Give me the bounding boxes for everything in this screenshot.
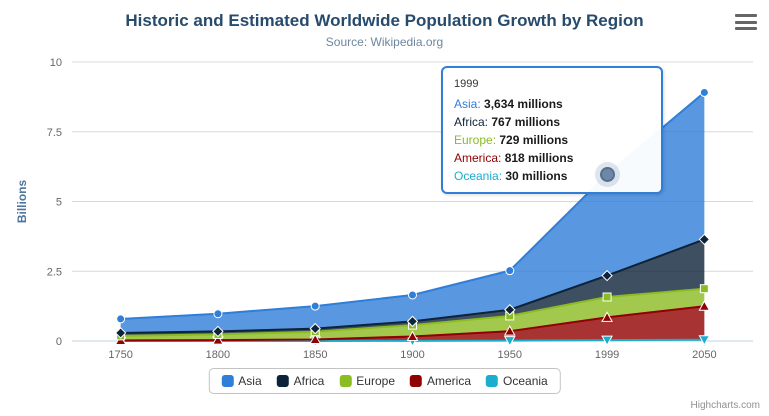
x-axis-tick-label: 1750 — [108, 349, 132, 361]
legend-label: America — [427, 374, 472, 388]
legend-label: Oceania — [503, 374, 548, 388]
legend-symbol-asia — [221, 375, 234, 387]
tooltip-row: Africa: 767 millions — [454, 113, 650, 131]
legend-label: Asia — [238, 374, 262, 388]
y-axis-tick-label: 5 — [56, 197, 62, 209]
tooltip-series-value: 30 millions — [505, 169, 568, 183]
tooltip-header: 1999 — [454, 78, 479, 90]
tooltip-row: Europe: 729 millions — [454, 131, 650, 149]
marker-asia[interactable] — [213, 309, 223, 319]
marker-europe[interactable] — [602, 292, 612, 302]
x-axis-tick-label: 1800 — [206, 349, 230, 361]
marker-africa[interactable] — [309, 322, 321, 335]
marker-america[interactable] — [698, 300, 711, 311]
tooltip-series-value: 729 millions — [499, 133, 569, 147]
y-axis-tick-label: 10 — [50, 57, 62, 69]
legend-label: Africa — [293, 374, 325, 388]
legend-symbol-america — [410, 375, 423, 387]
tooltip-series-name: Oceania: — [454, 169, 503, 183]
tooltip-series-value: 818 millions — [504, 151, 574, 165]
legend-symbol-oceania — [486, 375, 499, 387]
chart-title: Historic and Estimated Worldwide Populat… — [125, 11, 644, 30]
hamburger-icon — [735, 27, 757, 30]
hamburger-icon — [735, 14, 757, 17]
marker-europe[interactable] — [699, 284, 709, 294]
marker-africa[interactable] — [504, 304, 516, 316]
hamburger-icon — [735, 20, 757, 24]
area-africa[interactable] — [120, 239, 705, 336]
tooltip-series-name: America: — [454, 151, 502, 165]
marker-africa[interactable] — [114, 327, 127, 339]
marker-africa[interactable] — [406, 315, 419, 328]
marker-oceania[interactable] — [601, 335, 613, 347]
legend-item-asia[interactable]: Asia — [221, 374, 262, 388]
marker-asia[interactable] — [699, 87, 709, 97]
legend-item-america[interactable]: America — [410, 374, 471, 388]
tooltip-row: America: 818 millions — [454, 149, 650, 167]
x-axis-tick-label: 1999 — [595, 349, 619, 361]
marker-america[interactable] — [212, 334, 224, 345]
area-asia[interactable] — [120, 92, 705, 333]
marker-africa[interactable] — [601, 269, 613, 282]
marker-asia[interactable] — [310, 301, 320, 311]
y-axis-tick-label: 2.5 — [47, 266, 62, 278]
x-axis-tick-label: 1950 — [498, 349, 522, 361]
y-axis-title: Billions — [15, 180, 29, 224]
marker-america[interactable] — [503, 325, 516, 336]
marker-america[interactable] — [406, 330, 419, 341]
x-axis-tick-label: 2050 — [692, 349, 716, 361]
marker-asia[interactable] — [116, 314, 126, 324]
tooltip-series-name: Africa: — [454, 115, 489, 129]
legend-item-oceania[interactable]: Oceania — [486, 374, 548, 388]
tooltip-row: Oceania: 30 millions — [454, 167, 650, 185]
marker-asia[interactable] — [408, 290, 417, 300]
legend: Asia Africa Europe America Oceania — [208, 368, 561, 394]
marker-america[interactable] — [601, 311, 613, 322]
export-menu-button[interactable] — [735, 14, 757, 30]
marker-oceania[interactable] — [698, 335, 711, 346]
hovered-point-marker[interactable] — [599, 166, 615, 182]
area-america[interactable] — [120, 306, 705, 341]
legend-item-africa[interactable]: Africa — [276, 374, 325, 388]
marker-oceania[interactable] — [503, 336, 516, 347]
y-axis-tick-label: 0 — [56, 336, 62, 348]
tooltip-series-value: 3,634 millions — [484, 97, 563, 111]
highcharts-credit[interactable]: Highcharts.com — [690, 400, 760, 411]
tooltip-series-name: Asia: — [454, 97, 481, 111]
marker-africa[interactable] — [212, 325, 224, 338]
chart-subtitle: Source: Wikipedia.org — [325, 35, 444, 49]
legend-symbol-europe — [339, 375, 352, 387]
tooltip-series-name: Europe: — [454, 133, 497, 147]
marker-america[interactable] — [309, 333, 322, 344]
y-axis-tick-label: 7.5 — [47, 127, 62, 139]
marker-asia[interactable] — [505, 266, 515, 276]
tooltip: 1999 Asia: 3,634 millions Africa: 767 mi… — [441, 66, 663, 194]
tooltip-series-value: 767 millions — [491, 115, 561, 129]
legend-label: Europe — [356, 374, 396, 388]
tooltip-row: Asia: 3,634 millions — [454, 95, 650, 113]
x-axis-tick-label: 1900 — [400, 349, 424, 361]
legend-symbol-africa — [276, 375, 289, 387]
x-axis-tick-label: 1850 — [303, 349, 327, 361]
legend-item-europe[interactable]: Europe — [339, 374, 395, 388]
marker-africa[interactable] — [698, 233, 711, 246]
